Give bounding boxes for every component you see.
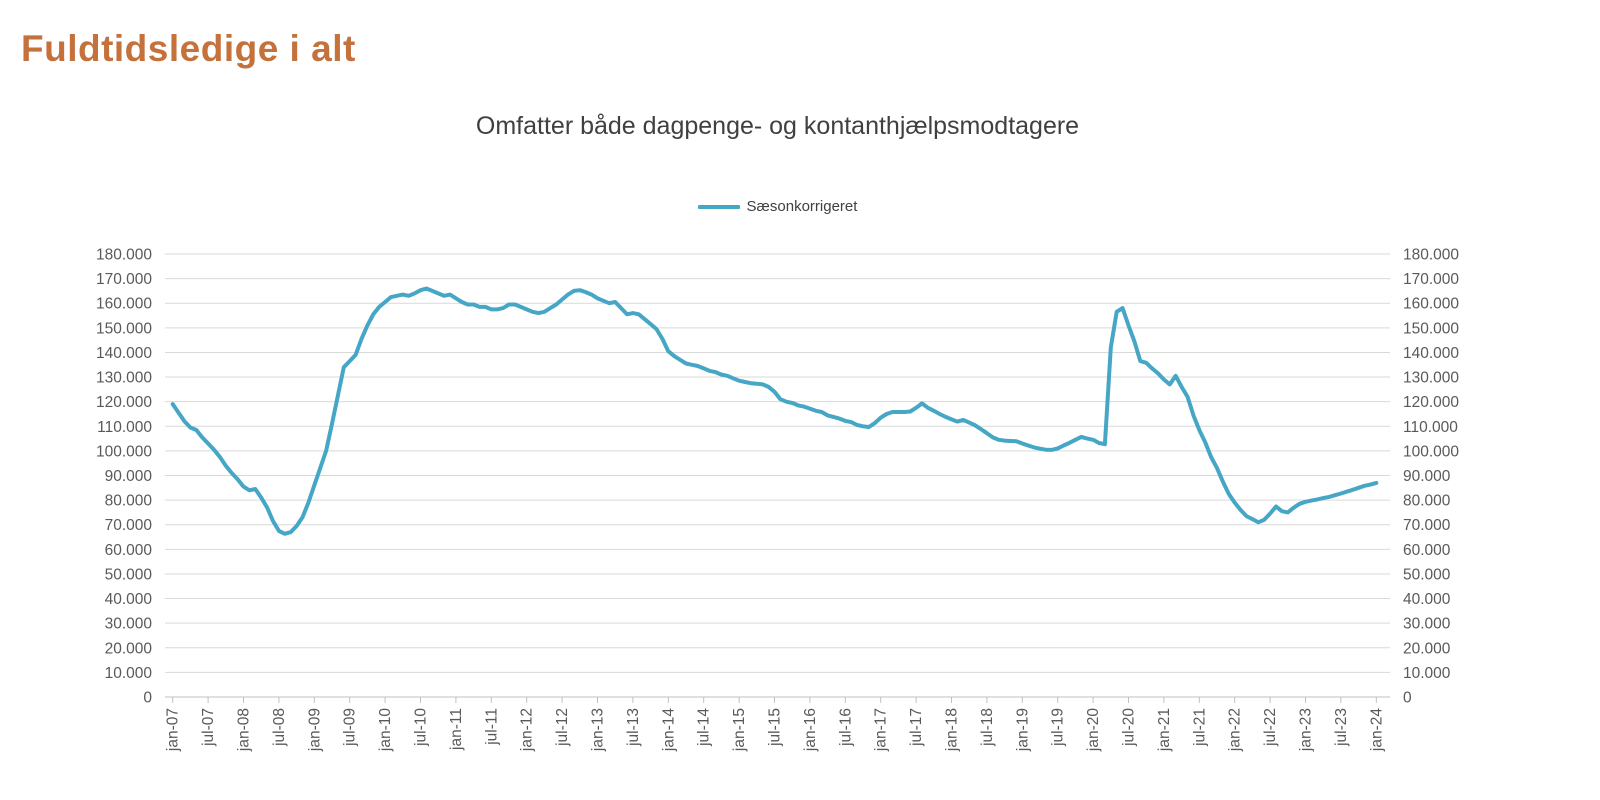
svg-text:jul-09: jul-09: [342, 708, 359, 747]
svg-text:160.000: 160.000: [96, 296, 152, 313]
chart-title: Omfatter både dagpenge- og kontanthjælps…: [475, 112, 1080, 140]
svg-text:jan-18: jan-18: [944, 708, 961, 752]
svg-text:jul-14: jul-14: [696, 708, 713, 747]
svg-text:40.000: 40.000: [105, 591, 153, 608]
svg-text:0: 0: [1403, 690, 1412, 707]
svg-text:180.000: 180.000: [1403, 247, 1459, 264]
svg-text:160.000: 160.000: [1403, 296, 1459, 313]
svg-text:10.000: 10.000: [1403, 665, 1451, 682]
svg-text:100.000: 100.000: [1403, 443, 1459, 460]
svg-text:jan-20: jan-20: [1085, 708, 1102, 752]
svg-text:jul-08: jul-08: [271, 708, 288, 747]
svg-text:120.000: 120.000: [1403, 394, 1459, 411]
series-line-saesonkorrigeret: [170, 286, 1379, 536]
y-axis-labels-right: 0 10.000 20.000 30.000 40.000 50.000 60.000 70.…: [1403, 247, 1459, 707]
svg-text:20.000: 20.000: [1403, 640, 1451, 657]
svg-text:jan-16: jan-16: [802, 708, 819, 752]
svg-text:jul-18: jul-18: [979, 708, 996, 747]
svg-text:150.000: 150.000: [96, 320, 152, 337]
svg-text:jul-20: jul-20: [1121, 708, 1138, 747]
svg-text:80.000: 80.000: [1403, 493, 1451, 510]
gridlines: [165, 253, 1390, 673]
svg-text:jan-23: jan-23: [1298, 708, 1315, 752]
svg-text:120.000: 120.000: [96, 394, 152, 411]
svg-text:jan-15: jan-15: [731, 708, 748, 752]
svg-text:jul-23: jul-23: [1333, 708, 1350, 747]
svg-text:140.000: 140.000: [1403, 345, 1459, 362]
svg-text:jan-08: jan-08: [236, 708, 253, 752]
svg-text:170.000: 170.000: [96, 271, 152, 288]
svg-text:jan-19: jan-19: [1014, 708, 1031, 752]
svg-text:100.000: 100.000: [96, 443, 152, 460]
svg-text:110.000: 110.000: [1403, 419, 1458, 436]
svg-text:jan-09: jan-09: [306, 708, 323, 752]
svg-text:jul-10: jul-10: [413, 708, 430, 747]
svg-text:170.000: 170.000: [1403, 271, 1459, 288]
svg-text:130.000: 130.000: [96, 370, 152, 387]
svg-text:jul-15: jul-15: [767, 708, 784, 747]
svg-text:70.000: 70.000: [1403, 517, 1451, 534]
svg-text:50.000: 50.000: [1403, 566, 1451, 583]
legend-line-marker: [697, 204, 740, 209]
svg-text:90.000: 90.000: [1403, 468, 1451, 485]
svg-text:140.000: 140.000: [96, 345, 152, 362]
svg-text:jul-12: jul-12: [554, 708, 571, 747]
svg-text:10.000: 10.000: [105, 665, 153, 682]
svg-text:60.000: 60.000: [105, 542, 153, 559]
x-axis-ticks: [172, 697, 1377, 703]
page-title: Fuldtidsledige i alt: [21, 28, 356, 69]
svg-text:jan-24: jan-24: [1368, 708, 1385, 752]
svg-text:jan-11: jan-11: [448, 708, 465, 751]
svg-text:0: 0: [143, 690, 152, 707]
svg-text:jan-10: jan-10: [377, 708, 394, 752]
svg-text:jul-22: jul-22: [1262, 708, 1279, 747]
svg-text:180.000: 180.000: [96, 247, 152, 264]
y-axis-labels-left: 0 10.000 20.000 30.000 40.000 50.000 60.000 70.…: [96, 247, 152, 707]
svg-text:90.000: 90.000: [105, 468, 153, 485]
x-axis-labels: jan-07 jul-07 jan-08 jul-08 jan-09 jul-09 jan-…: [165, 708, 1386, 752]
svg-text:150.000: 150.000: [1403, 320, 1459, 337]
svg-text:80.000: 80.000: [105, 493, 153, 510]
svg-text:jan-17: jan-17: [873, 708, 890, 752]
svg-text:60.000: 60.000: [1403, 542, 1451, 559]
svg-text:jan-13: jan-13: [590, 708, 607, 752]
svg-text:50.000: 50.000: [105, 566, 153, 583]
svg-text:40.000: 40.000: [1403, 591, 1451, 608]
svg-text:jul-13: jul-13: [625, 708, 642, 747]
svg-text:30.000: 30.000: [1403, 616, 1451, 633]
svg-text:jul-19: jul-19: [1050, 708, 1067, 747]
svg-text:jan-07: jan-07: [165, 708, 182, 752]
svg-text:jul-16: jul-16: [837, 708, 854, 747]
svg-text:30.000: 30.000: [105, 616, 153, 633]
legend-label: Sæsonkorrigeret: [746, 198, 858, 215]
svg-text:jan-12: jan-12: [519, 708, 536, 752]
svg-text:110.000: 110.000: [97, 419, 152, 436]
svg-text:jul-21: jul-21: [1191, 708, 1208, 747]
svg-text:jul-17: jul-17: [908, 708, 925, 747]
svg-text:jul-07: jul-07: [200, 708, 217, 747]
svg-text:20.000: 20.000: [105, 640, 153, 657]
chart-legend: Sæsonkorrigeret: [165, 198, 1390, 215]
svg-text:130.000: 130.000: [1403, 370, 1459, 387]
svg-text:jan-21: jan-21: [1156, 708, 1173, 752]
svg-text:jan-14: jan-14: [660, 708, 677, 752]
svg-text:jul-11: jul-11: [483, 708, 500, 746]
svg-text:jan-22: jan-22: [1227, 708, 1244, 752]
svg-text:70.000: 70.000: [105, 517, 153, 534]
